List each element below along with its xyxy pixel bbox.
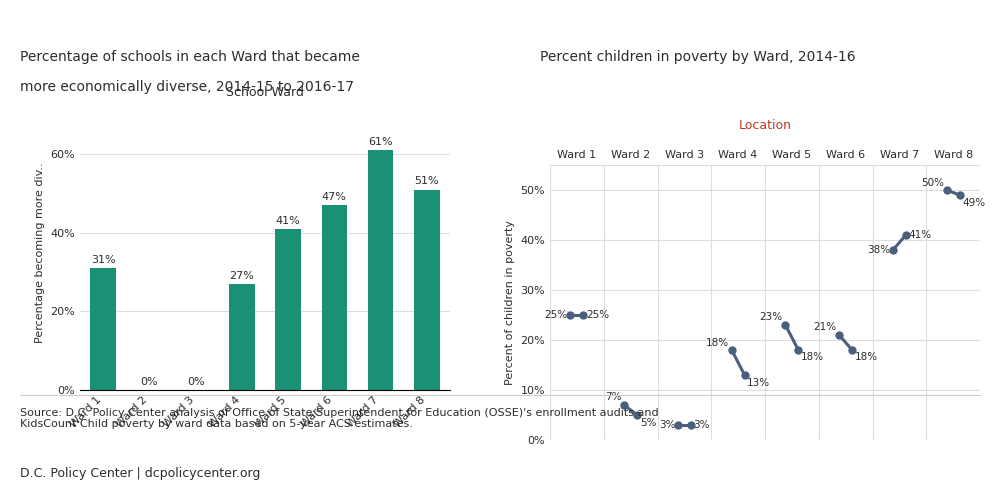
Text: 27%: 27%	[229, 271, 254, 281]
Text: 3%: 3%	[694, 420, 710, 430]
Text: D.C. Policy Center | dcpolicycenter.org: D.C. Policy Center | dcpolicycenter.org	[20, 468, 260, 480]
Text: 25%: 25%	[545, 310, 568, 320]
Text: 41%: 41%	[909, 230, 932, 240]
Text: 21%: 21%	[813, 322, 836, 332]
Text: 61%: 61%	[368, 137, 393, 147]
Text: 49%: 49%	[962, 198, 985, 207]
Text: 47%: 47%	[322, 192, 347, 202]
Text: Percentage of schools in each Ward that became: Percentage of schools in each Ward that …	[20, 50, 360, 64]
Text: 18%: 18%	[801, 352, 824, 362]
Bar	[90, 268, 116, 390]
Text: 3%: 3%	[659, 420, 675, 430]
Bar	[368, 150, 393, 390]
Text: Source: D.C. Policy Center analysis of Office of State Superintendent for Educat: Source: D.C. Policy Center analysis of O…	[20, 408, 659, 429]
Bar	[229, 284, 255, 390]
Text: 31%: 31%	[91, 255, 115, 265]
Text: 7%: 7%	[605, 392, 621, 402]
Text: 0%: 0%	[187, 377, 204, 387]
Text: 23%: 23%	[760, 312, 783, 322]
Text: 5%: 5%	[640, 418, 656, 428]
Bar	[322, 206, 347, 390]
Y-axis label: Percentage becoming more div..: Percentage becoming more div..	[35, 162, 45, 343]
Bar	[275, 229, 301, 390]
Text: more economically diverse, 2014-15 to 2016-17: more economically diverse, 2014-15 to 20…	[20, 80, 354, 94]
Bar	[414, 190, 440, 390]
Text: 51%: 51%	[415, 176, 439, 186]
Text: Percent children in poverty by Ward, 2014-16: Percent children in poverty by Ward, 201…	[540, 50, 856, 64]
Text: 18%: 18%	[855, 352, 878, 362]
Text: 0%: 0%	[141, 377, 158, 387]
Text: 50%: 50%	[921, 178, 944, 188]
Text: Location: Location	[738, 119, 792, 132]
Text: 13%: 13%	[747, 378, 770, 388]
Text: 38%: 38%	[867, 245, 890, 255]
Text: School Ward: School Ward	[226, 86, 304, 98]
Y-axis label: Percent of children in poverty: Percent of children in poverty	[505, 220, 515, 385]
Text: 41%: 41%	[276, 216, 300, 226]
Text: 18%: 18%	[706, 338, 729, 347]
Text: 25%: 25%	[586, 310, 609, 320]
